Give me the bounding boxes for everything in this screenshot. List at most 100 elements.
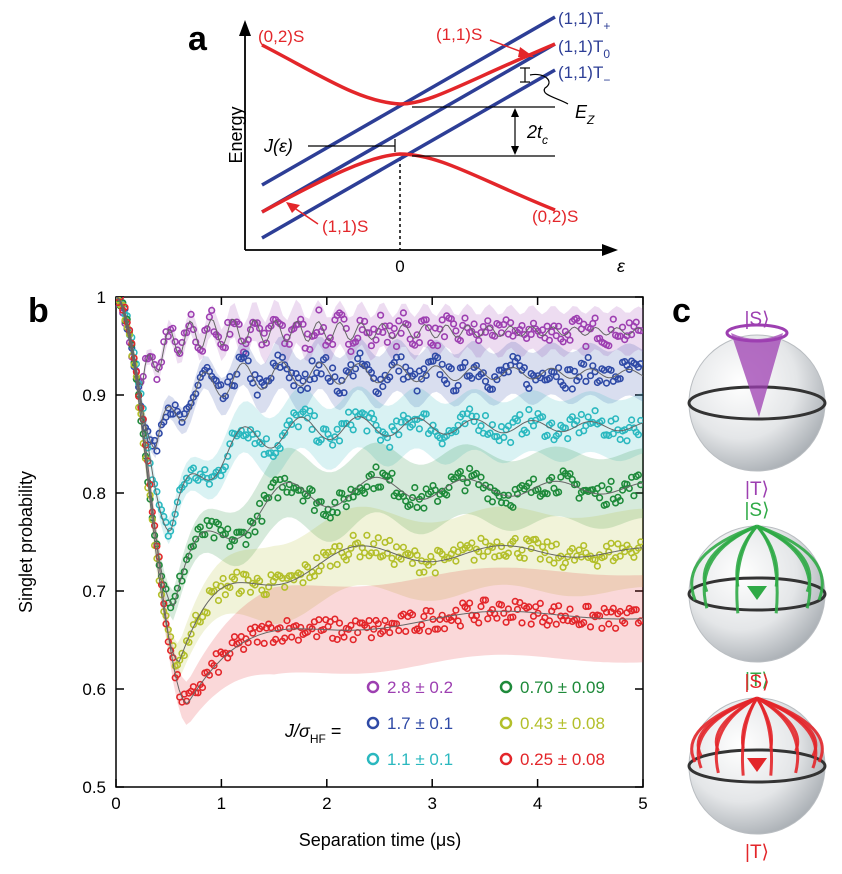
confidence-band xyxy=(116,297,643,545)
data-point xyxy=(607,477,615,486)
data-point xyxy=(470,556,478,564)
bloch-sphere: |S⟩|T⟩ xyxy=(687,672,827,863)
data-point xyxy=(244,336,252,344)
data-point xyxy=(342,556,350,564)
data-point xyxy=(210,534,218,542)
data-point xyxy=(399,309,408,317)
legend-entry: 0.43 ± 0.08 xyxy=(520,714,605,733)
data-point xyxy=(527,330,535,339)
data-point xyxy=(495,437,503,445)
data-point xyxy=(329,364,337,372)
data-point xyxy=(463,479,471,487)
s11-bottom-arrowhead xyxy=(286,202,300,213)
data-point xyxy=(310,572,319,580)
data-point xyxy=(598,482,606,490)
data-point xyxy=(349,426,357,434)
data-point xyxy=(176,349,184,358)
data-point xyxy=(196,523,204,531)
data-point xyxy=(438,316,446,324)
data-point xyxy=(167,604,175,612)
data-point xyxy=(468,539,476,547)
data-point xyxy=(545,336,554,344)
data-point xyxy=(456,622,465,630)
data-point xyxy=(429,341,437,349)
data-point xyxy=(329,441,337,449)
state-marker xyxy=(747,758,767,772)
data-point xyxy=(244,357,252,365)
data-point xyxy=(470,320,478,328)
data-point xyxy=(637,538,643,546)
epsilon-axis-arrow xyxy=(602,244,618,256)
data-point xyxy=(192,611,200,619)
data-point xyxy=(303,563,312,571)
data-point xyxy=(198,347,207,355)
data-point xyxy=(292,411,300,419)
equator-ring xyxy=(687,748,827,784)
data-point xyxy=(363,483,371,491)
data-point xyxy=(513,490,522,498)
data-point xyxy=(529,319,538,327)
data-point xyxy=(217,472,225,480)
data-point xyxy=(388,554,396,562)
data-point xyxy=(475,547,483,556)
data-point xyxy=(518,322,526,330)
energy-diagram: Energy ε 0 (0,2)S (1,1)S (1,1)T+ (1,1)T0… xyxy=(226,9,626,276)
data-point xyxy=(413,331,421,339)
data-point xyxy=(466,405,474,413)
data-point xyxy=(288,420,296,429)
trajectory-arc xyxy=(741,697,759,749)
x-tick-label: 0 xyxy=(111,794,120,813)
data-point xyxy=(479,323,487,331)
data-point xyxy=(381,322,389,330)
data-point xyxy=(294,636,303,644)
data-point xyxy=(625,319,633,327)
data-point xyxy=(461,314,469,322)
data-point xyxy=(160,338,168,346)
data-point xyxy=(372,549,380,557)
data-point xyxy=(260,329,268,337)
data-point xyxy=(164,332,172,341)
ket-s-label: |S⟩ xyxy=(744,309,769,330)
data-point xyxy=(402,363,410,371)
data-point xyxy=(456,337,465,345)
data-point xyxy=(260,450,268,459)
data-point xyxy=(399,411,408,420)
data-point xyxy=(244,531,252,539)
trajectory-arc xyxy=(755,525,779,587)
data-point xyxy=(383,338,392,346)
data-point xyxy=(507,319,515,327)
data-point xyxy=(602,608,611,616)
data-point xyxy=(488,385,497,393)
data-point xyxy=(392,353,401,362)
data-point xyxy=(329,340,337,349)
data-point xyxy=(180,690,188,698)
data-point xyxy=(420,504,428,512)
data-point xyxy=(244,434,252,442)
data-point xyxy=(595,377,604,385)
data-point xyxy=(564,435,572,443)
data-point xyxy=(575,317,583,325)
x-tick-label: 2 xyxy=(322,794,331,813)
data-point xyxy=(486,429,494,437)
x-tick-label: 1 xyxy=(217,794,226,813)
data-point xyxy=(436,434,444,442)
data-point xyxy=(500,491,508,499)
data-point xyxy=(192,535,200,543)
data-point xyxy=(557,473,565,481)
data-point xyxy=(356,349,364,357)
data-point xyxy=(395,626,403,635)
data-point xyxy=(486,324,494,332)
data-point xyxy=(634,431,643,439)
data-point xyxy=(317,370,325,378)
data-point xyxy=(602,379,611,387)
data-point xyxy=(554,602,563,610)
data-point xyxy=(600,366,608,374)
data-point xyxy=(329,508,337,516)
data-point xyxy=(593,562,602,570)
data-point xyxy=(454,381,462,390)
data-point xyxy=(237,587,245,595)
data-point xyxy=(552,332,560,340)
data-point xyxy=(605,485,613,493)
data-point xyxy=(258,440,266,448)
